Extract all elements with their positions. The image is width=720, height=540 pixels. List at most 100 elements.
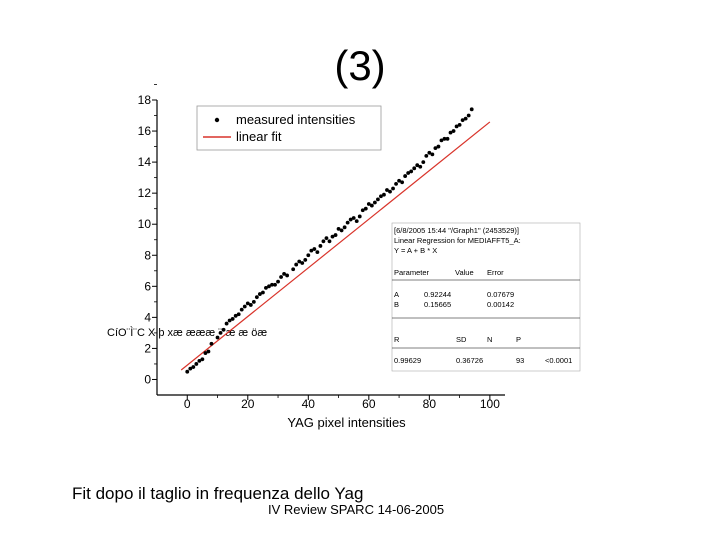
y-tick-label: 2 [144,341,151,355]
data-point [261,290,265,295]
data-point [342,225,347,230]
data-point [324,236,329,241]
stats-column-header: R [394,335,400,344]
data-point [306,253,311,258]
data-point [330,234,335,239]
data-point [300,261,305,265]
data-point [321,239,326,244]
data-point [333,233,338,237]
data-point [397,178,401,183]
data-point [418,164,423,169]
data-point [463,116,468,121]
stats-column-header: Value [455,268,474,277]
data-point [297,259,302,264]
data-point [197,358,202,363]
data-point [466,113,471,118]
data-point [451,129,456,133]
data-point [457,122,462,127]
legend-box [196,105,382,151]
x-tick-label: 80 [423,397,437,411]
data-point [327,239,332,244]
data-point [309,248,314,253]
stats-column-header: P [516,335,521,344]
y-tick-label: 0 [144,372,151,386]
stats-cell: 0.07679 [487,290,514,299]
chart-axes: 0 2 4 6 8 10 12 14 16 18 0 20 40 60 80 100 YAG pixel int… [107,84,505,430]
data-point [363,206,368,211]
data-point [291,267,296,272]
y-tick-label: 8 [144,248,151,262]
data-point [445,136,450,141]
y-tick-label: 16 [138,124,152,138]
data-point [239,307,244,312]
data-point [194,362,199,366]
data-point [251,299,256,304]
data-point [230,317,235,321]
stats-cell: 0.92244 [424,290,451,299]
data-point [221,327,226,332]
y-tick-label: 14 [138,155,152,169]
stats-cell: 0.15665 [424,300,451,309]
stats-column-header: SD [456,335,467,344]
y-tick-label: 6 [144,279,151,293]
data-points-group [185,107,474,374]
data-point [421,160,426,165]
data-point [285,273,290,278]
data-point [257,292,262,296]
data-point [394,181,398,186]
data-point [318,244,323,248]
data-point [294,262,299,267]
data-point [424,153,429,158]
slide-footer: IV Review SPARC 14-06-2005 [268,502,445,517]
data-point [315,250,320,255]
data-point [448,130,453,135]
data-point [379,194,383,199]
data-point [351,216,356,220]
stats-box-frame [391,222,581,372]
data-point [376,197,380,202]
data-point [236,312,241,317]
stats-cell: B [394,300,399,309]
data-point [276,279,280,284]
data-point [354,219,359,224]
data-point [436,144,441,149]
data-point [388,189,392,194]
x-tick-label: 100 [480,397,500,411]
data-point [469,107,474,112]
data-point [415,163,420,168]
data-point [345,220,350,225]
fit-line-group [180,121,491,371]
data-point [412,166,417,171]
data-point [248,303,253,307]
x-tick-label: 0 [184,397,191,411]
slide-caption: Fit dopo il taglio in frequenza dello Ya… [72,484,364,503]
legend-dot-marker [214,117,220,123]
stats-column-header: N [487,335,492,344]
y-tick-label: 4 [144,310,151,324]
data-point [348,217,353,222]
stats-cell: 0.36726 [456,356,483,365]
linear-fit-line [180,121,491,371]
data-point [366,202,371,206]
data-point [433,146,438,151]
data-point [227,318,232,323]
data-point [430,152,435,157]
y-tick-label: 18 [138,93,152,107]
data-point [254,295,259,300]
data-point [282,271,286,276]
y-axis-label-garbled: CíO¨Ì¨C X þ xæ æææ ¨¨æ æ öæ [107,326,267,339]
data-point [403,174,408,178]
data-point [385,188,389,192]
legend-label-measured: measured intensities [236,112,356,127]
data-point [357,214,362,219]
data-point [267,284,271,289]
data-point [200,357,205,362]
stats-header: [6/8/2005 15:44 "/Graph1" (2453529)] [394,226,519,235]
stats-cell: 93 [516,356,524,365]
data-point [400,180,405,185]
slide-title: (3) [334,42,386,89]
data-point [191,365,196,369]
stats-cell: <0.0001 [545,356,572,365]
data-point [427,150,432,155]
